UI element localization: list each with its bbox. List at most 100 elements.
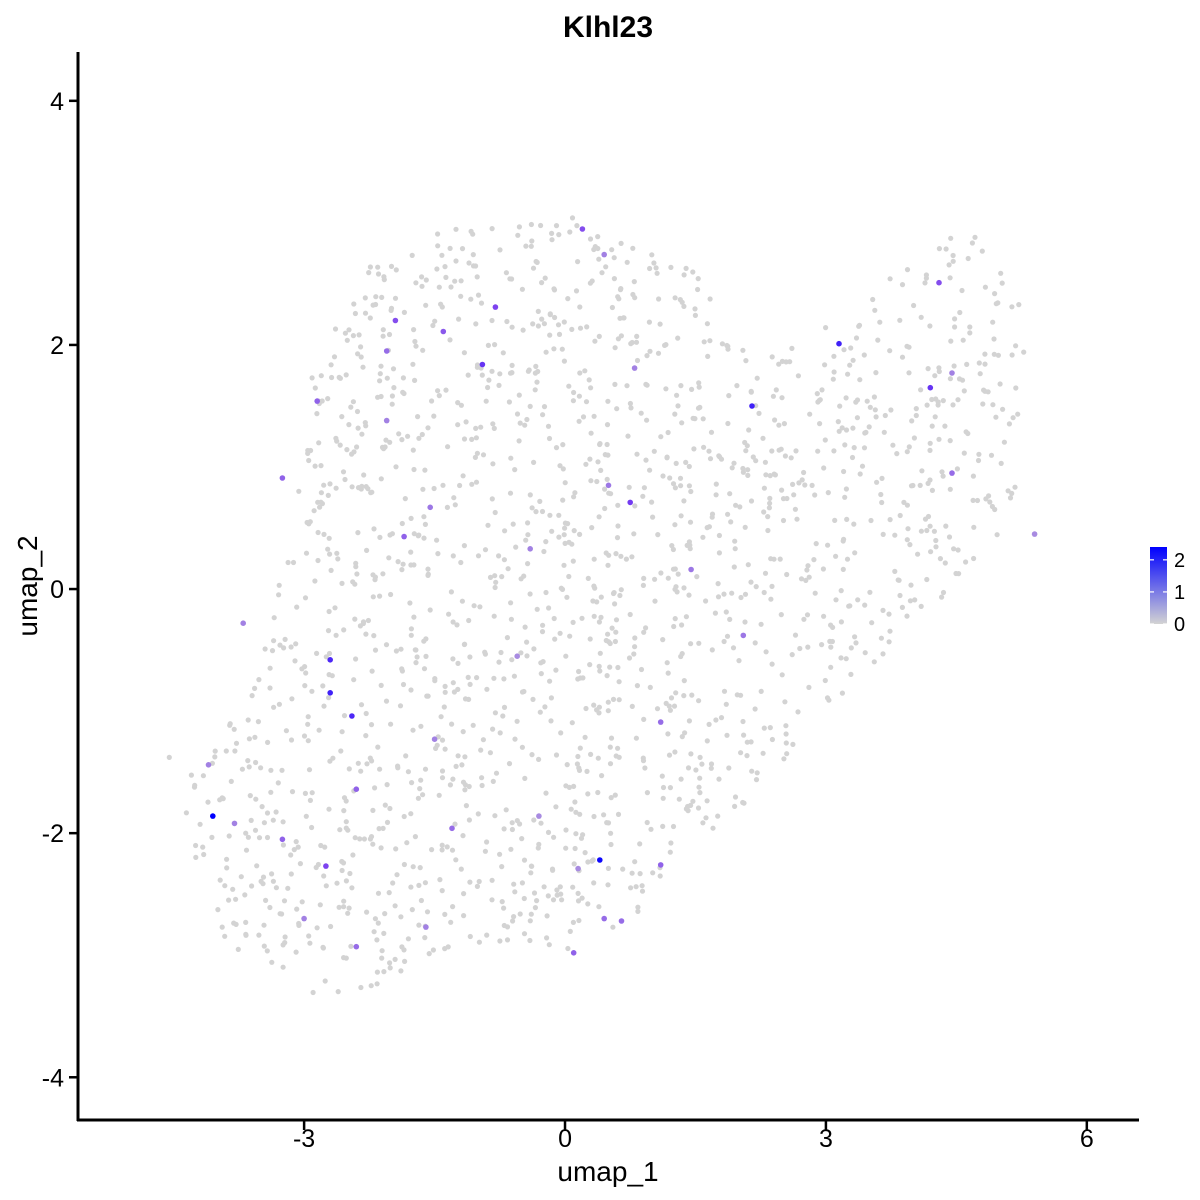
- data-point: [524, 653, 530, 659]
- data-point: [924, 527, 930, 534]
- data-point: [587, 636, 593, 642]
- data-point: [375, 271, 382, 277]
- data-point: [443, 387, 449, 393]
- data-point: [535, 308, 541, 314]
- data-point: [718, 456, 725, 462]
- data-point: [478, 424, 484, 430]
- data-point: [359, 431, 365, 437]
- data-point: [849, 454, 856, 461]
- data-point: [401, 947, 407, 953]
- data-point: [694, 574, 700, 580]
- data-point: [544, 913, 550, 919]
- data-point: [571, 783, 577, 790]
- data-point: [624, 259, 630, 265]
- data-point: [710, 825, 716, 831]
- data-point: [745, 467, 751, 473]
- data-point: [726, 765, 732, 771]
- data-point: [504, 635, 510, 641]
- data-point: [354, 444, 360, 450]
- data-point: [727, 491, 733, 497]
- data-point: [364, 761, 370, 767]
- data-point: [382, 802, 388, 808]
- data-point: [748, 739, 754, 745]
- data-point: [450, 619, 456, 625]
- data-point: [701, 444, 707, 450]
- data-point: [522, 624, 528, 630]
- data-point: [566, 784, 573, 791]
- data-point: [559, 586, 566, 593]
- data-point: [744, 753, 750, 759]
- data-point: [538, 671, 544, 677]
- data-point: [547, 311, 553, 317]
- data-point: [276, 592, 282, 598]
- data-point: [585, 575, 591, 582]
- data-point: [613, 551, 619, 557]
- data-point: [434, 266, 440, 272]
- data-point: [463, 419, 469, 425]
- data-point: [605, 482, 612, 489]
- data-point: [909, 418, 915, 424]
- data-point: [736, 658, 742, 664]
- data-point: [197, 821, 203, 827]
- data-point: [362, 420, 368, 426]
- data-point: [807, 411, 813, 417]
- data-point: [264, 834, 271, 841]
- data-point: [210, 813, 216, 819]
- data-point: [424, 909, 431, 915]
- data-point: [605, 452, 611, 458]
- data-point: [309, 688, 315, 694]
- data-point: [307, 940, 313, 946]
- data-point: [731, 460, 737, 466]
- data-point: [404, 840, 410, 846]
- data-point: [496, 382, 502, 388]
- data-point: [509, 362, 515, 368]
- data-point: [509, 918, 516, 924]
- data-point: [1000, 406, 1006, 412]
- data-point: [252, 685, 258, 692]
- data-point: [439, 888, 445, 894]
- data-point: [394, 872, 400, 878]
- data-point: [814, 391, 820, 397]
- data-point: [970, 473, 977, 479]
- data-point: [780, 517, 787, 524]
- data-point: [678, 383, 684, 389]
- data-point: [721, 638, 727, 645]
- data-point: [239, 766, 245, 772]
- data-point: [762, 570, 769, 576]
- data-point: [824, 695, 831, 701]
- data-point: [415, 533, 421, 539]
- data-point: [878, 635, 885, 641]
- data-point: [784, 571, 790, 578]
- data-point: [511, 673, 517, 679]
- data-point: [426, 951, 432, 957]
- data-point: [317, 902, 323, 908]
- data-point: [765, 527, 771, 534]
- data-point: [493, 770, 500, 776]
- data-point: [410, 727, 416, 733]
- data-point: [608, 795, 614, 801]
- data-point: [557, 463, 563, 469]
- data-point: [516, 224, 523, 230]
- data-point: [886, 611, 892, 617]
- data-point: [374, 969, 380, 975]
- data-point: [447, 782, 453, 788]
- data-point: [249, 883, 255, 889]
- data-point: [950, 258, 956, 264]
- data-point: [527, 546, 533, 552]
- data-point: [509, 820, 515, 826]
- data-point: [804, 567, 810, 573]
- data-point: [473, 321, 479, 327]
- data-point: [520, 327, 526, 333]
- data-point: [597, 441, 603, 447]
- data-point: [508, 616, 514, 622]
- data-point: [390, 366, 397, 372]
- data-point: [261, 943, 267, 949]
- data-point: [446, 611, 452, 617]
- data-point: [848, 671, 854, 678]
- data-point: [316, 727, 322, 733]
- data-point: [641, 485, 648, 491]
- data-point: [280, 942, 286, 948]
- data-point: [627, 400, 634, 407]
- data-point: [947, 376, 954, 382]
- data-point: [670, 546, 677, 553]
